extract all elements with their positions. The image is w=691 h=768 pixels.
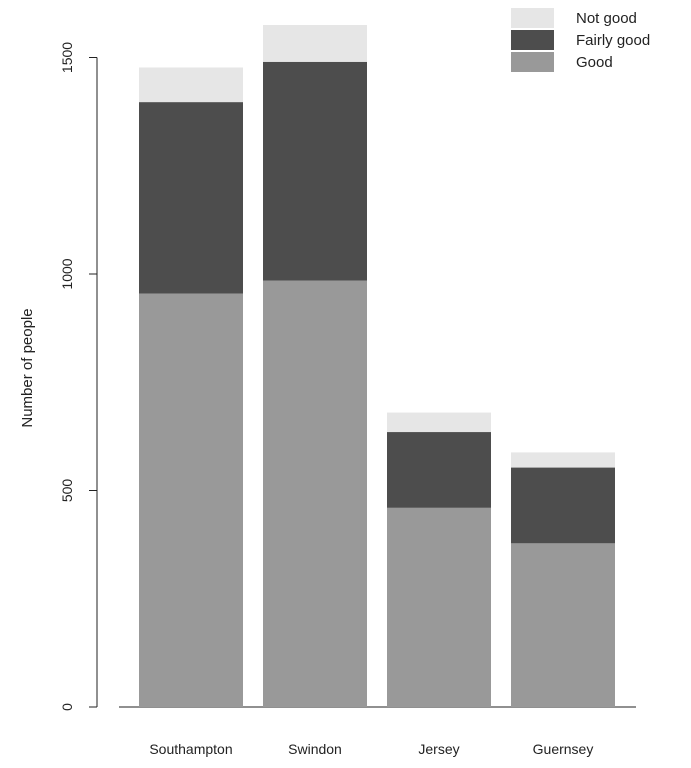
bar-southampton-fairly-good xyxy=(139,102,243,294)
y-tick-label: 500 xyxy=(59,479,75,503)
legend: Not good Fairly good Good xyxy=(511,8,650,72)
bar-guernsey-not-good xyxy=(511,452,615,468)
bar-swindon-not-good xyxy=(263,25,367,62)
bar-southampton-not-good xyxy=(139,67,243,103)
y-tick-label: 1500 xyxy=(59,42,75,73)
bar-swindon-fairly-good xyxy=(263,61,367,281)
bar-swindon-good xyxy=(263,280,367,707)
legend-swatch-good xyxy=(511,52,554,72)
x-tick-label: Swindon xyxy=(288,741,342,757)
legend-swatch-fairly-good xyxy=(511,30,554,50)
x-axis: Southampton Swindon Jersey Guernsey xyxy=(119,706,636,757)
x-tick-label: Guernsey xyxy=(533,741,594,757)
bar-southampton-good xyxy=(139,293,243,707)
bar-jersey-good xyxy=(387,507,491,707)
legend-swatch-not-good xyxy=(511,8,554,28)
y-tick-label: 1000 xyxy=(59,258,75,289)
bar-jersey-fairly-good xyxy=(387,432,491,508)
x-tick-label: Southampton xyxy=(149,741,232,757)
legend-label-good: Good xyxy=(576,54,613,71)
bar-guernsey-good xyxy=(511,543,615,707)
legend-label-not-good: Not good xyxy=(576,10,637,27)
legend-label-fairly-good: Fairly good xyxy=(576,32,650,49)
y-axis-title: Number of people xyxy=(19,308,36,427)
bar-guernsey-fairly-good xyxy=(511,467,615,544)
x-tick-label: Jersey xyxy=(418,741,459,757)
y-axis: 0 500 1000 1500 xyxy=(59,42,98,711)
bar-jersey-not-good xyxy=(387,412,491,433)
y-tick-label: 0 xyxy=(59,703,75,711)
bars xyxy=(139,25,615,707)
